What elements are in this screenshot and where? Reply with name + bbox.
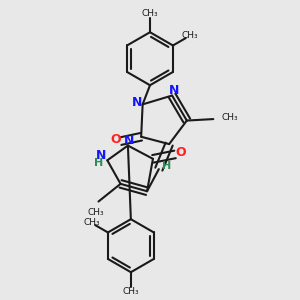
Text: O: O: [110, 133, 121, 146]
Text: H: H: [94, 158, 103, 168]
Text: N: N: [132, 96, 142, 110]
Text: CH₃: CH₃: [181, 32, 198, 40]
Text: N: N: [169, 84, 179, 97]
Text: CH₃: CH₃: [83, 218, 100, 227]
Text: CH₃: CH₃: [122, 287, 139, 296]
Text: CH₃: CH₃: [142, 9, 158, 18]
Text: N: N: [124, 134, 135, 147]
Text: H: H: [163, 160, 172, 171]
Text: CH₃: CH₃: [87, 208, 104, 217]
Text: N: N: [96, 149, 106, 162]
Text: CH₃: CH₃: [221, 113, 238, 122]
Text: O: O: [175, 146, 186, 159]
